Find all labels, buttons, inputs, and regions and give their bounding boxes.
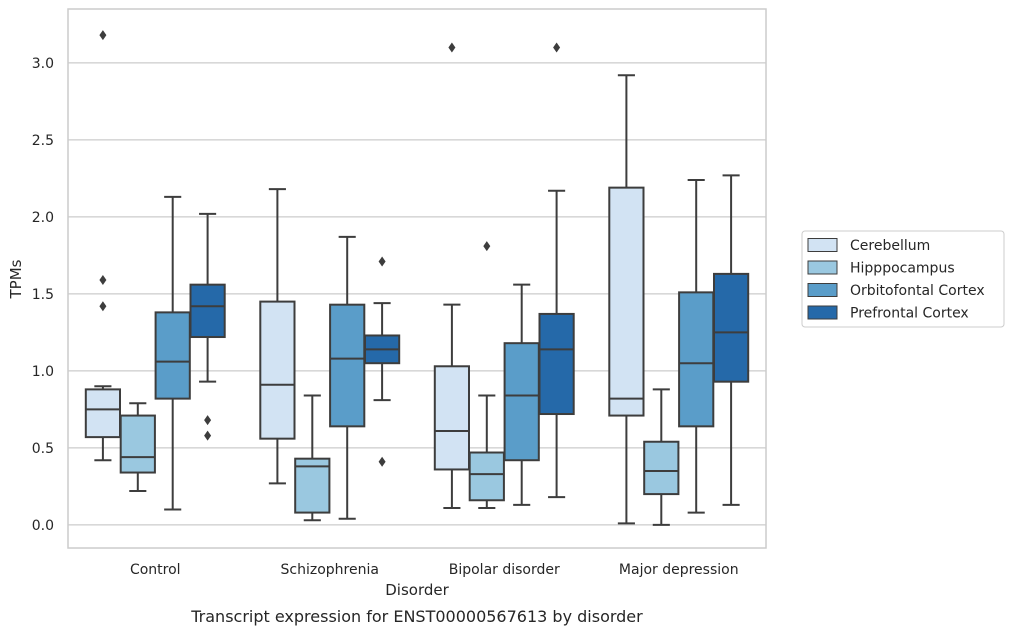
outlier-point	[99, 275, 107, 286]
legend-label: Orbitofontal Cortex	[850, 283, 985, 299]
y-tick-label: 2.0	[32, 210, 54, 226]
box-iqr	[468, 451, 505, 502]
box-cerebellum-2	[433, 42, 471, 509]
box-cerebellum-3	[608, 74, 645, 525]
box-prefrontal-cortex-1	[363, 256, 401, 467]
box-iqr	[538, 312, 575, 416]
outlier-point	[553, 42, 561, 53]
outlier-point	[378, 256, 386, 267]
outlier-point	[378, 456, 386, 467]
box-iqr	[119, 414, 156, 474]
x-tick-labels: Control Schizophrenia Bipolar disorder Majo…	[130, 562, 739, 578]
box-hipppocampus-1	[294, 394, 331, 522]
box-prefrontal-cortex-2	[538, 42, 575, 499]
box-orbitofontal-cortex-1	[329, 235, 366, 520]
outlier-point	[99, 30, 107, 41]
box-iqr	[154, 311, 191, 400]
legend-swatch	[807, 260, 838, 275]
x-tick-label: Control	[130, 562, 181, 578]
y-tick-label: 0.5	[32, 441, 54, 457]
box-prefrontal-cortex-3	[712, 174, 750, 506]
y-tick-label: 3.0	[32, 56, 54, 72]
legend: Cerebellum Hipppocampus Orbitofontal Corte…	[801, 230, 1005, 328]
box-iqr	[189, 283, 226, 339]
legend-frame	[801, 230, 1005, 328]
box-iqr	[678, 291, 715, 428]
y-tick-label: 2.5	[32, 133, 54, 149]
y-tick-label: 1.5	[32, 287, 54, 303]
x-tick-label: Major depression	[619, 562, 739, 578]
y-tick-label: 0.0	[32, 518, 54, 534]
y-tick-labels: 0.0 0.5 1.0 1.5 2.0 2.5 3.0	[32, 56, 54, 534]
box-cerebellum-1	[259, 188, 296, 485]
outlier-point	[448, 42, 456, 53]
outlier-point	[204, 430, 212, 441]
box-iqr	[259, 300, 296, 440]
outlier-point	[204, 415, 212, 426]
x-tick-label: Schizophrenia	[281, 562, 379, 578]
box-iqr	[329, 303, 366, 428]
box-iqr	[84, 388, 122, 439]
box-cerebellum-0	[84, 30, 122, 462]
box-iqr	[294, 457, 331, 514]
y-tick-label: 1.0	[32, 364, 54, 380]
legend-label: Cerebellum	[850, 238, 930, 254]
box-orbitofontal-cortex-3	[678, 178, 715, 514]
chart-caption: Transcript expression for ENST0000056761…	[190, 607, 643, 626]
box-orbitofontal-cortex-2	[503, 283, 540, 506]
box-hipppocampus-2	[468, 241, 505, 509]
legend-swatch	[807, 305, 838, 320]
box-marks	[84, 30, 750, 526]
outlier-point	[483, 241, 491, 252]
plot-frame	[67, 8, 767, 549]
box-iqr	[608, 186, 645, 417]
box-iqr	[643, 440, 680, 496]
legend-label: Prefrontal Cortex	[850, 306, 969, 322]
box-hipppocampus-3	[643, 388, 680, 526]
legend-swatch	[807, 238, 838, 252]
box-iqr	[433, 365, 471, 471]
outlier-point	[99, 301, 107, 312]
box-hipppocampus-0	[119, 402, 156, 493]
box-orbitofontal-cortex-0	[154, 195, 191, 511]
box-prefrontal-cortex-0	[189, 212, 226, 441]
box-iqr	[503, 342, 540, 462]
x-axis-title: Disorder	[385, 581, 449, 599]
legend-label: Hipppocampus	[850, 261, 955, 277]
x-tick-label: Bipolar disorder	[449, 562, 560, 578]
y-axis-title: TPMs	[7, 259, 25, 299]
legend-swatch	[807, 283, 838, 297]
box-iqr	[712, 272, 750, 383]
